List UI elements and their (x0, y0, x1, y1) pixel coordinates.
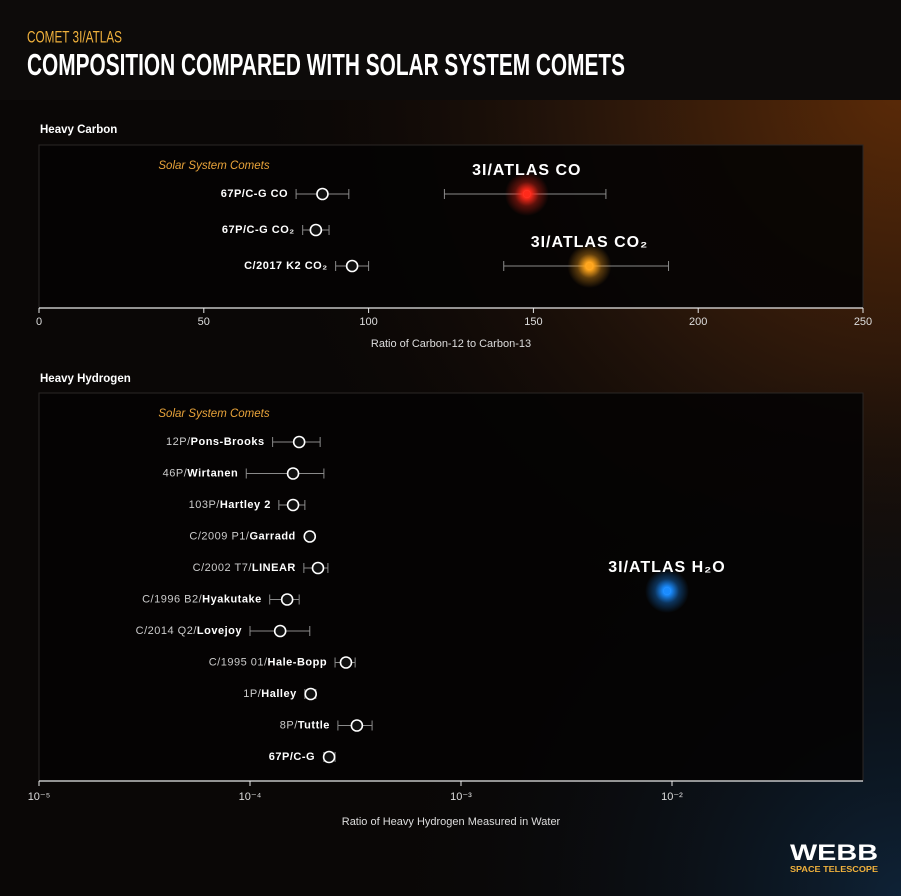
x-tick-label: 10⁻³ (450, 791, 472, 803)
point-label: 46P/Wirtanen (163, 467, 239, 479)
designation: C/2014 Q2/ (136, 625, 198, 637)
designation: 46P/ (163, 467, 188, 479)
comet-name: Wirtanen (187, 467, 238, 479)
point-label: 67P/C-G CO₂ (222, 224, 295, 236)
data-point (304, 687, 318, 701)
legend-group: Solar System Comets (158, 408, 269, 420)
header-band (0, 0, 901, 100)
x-tick-label: 0 (36, 316, 42, 328)
x-tick-label: 10⁻⁵ (28, 791, 51, 803)
designation: C/2002 T7/ (193, 562, 253, 574)
point-label: C/2002 T7/LINEAR (193, 562, 296, 574)
panel-title: Heavy Carbon (40, 124, 117, 136)
data-point (585, 262, 593, 270)
legend-group: Solar System Comets (158, 160, 269, 172)
comet-name: Hartley 2 (220, 499, 271, 511)
data-point (292, 435, 306, 449)
data-point (523, 190, 531, 198)
point-label: 8P/Tuttle (280, 719, 330, 731)
data-point (663, 587, 671, 595)
data-point (286, 467, 300, 480)
plot-area (38, 392, 864, 782)
data-point (286, 498, 300, 512)
comet-name: Garradd (249, 530, 295, 542)
x-tick-label: 200 (689, 316, 707, 328)
plot-area (38, 144, 864, 309)
comet-name: Hale-Bopp (268, 656, 328, 668)
data-point (339, 656, 353, 669)
designation: C/2009 P1/ (189, 530, 249, 542)
data-point (316, 187, 329, 201)
point-label: C/2014 Q2/Lovejoy (136, 625, 243, 637)
logo: WEBB (790, 840, 878, 865)
x-axis-label: Ratio of Heavy Hydrogen Measured in Wate… (342, 816, 561, 828)
comet-name: LINEAR (252, 562, 296, 574)
logo-subtitle: SPACE TELESCOPE (790, 865, 879, 874)
data-point (303, 530, 317, 543)
x-tick-label: 150 (524, 316, 542, 328)
x-tick-label: 50 (198, 316, 210, 328)
x-tick-label: 10⁻² (661, 791, 683, 803)
error-bar (245, 468, 325, 479)
data-point (309, 223, 323, 237)
data-point (345, 259, 359, 273)
data-point (322, 750, 336, 764)
designation: 1P/ (243, 688, 261, 700)
x-tick-label: 250 (854, 316, 872, 328)
data-point (311, 561, 325, 575)
designation: 8P/ (280, 719, 298, 731)
designation: 103P/ (189, 499, 221, 511)
point-label: C/2009 P1/Garradd (189, 530, 295, 542)
point-label: C/1995 01/Hale-Bopp (209, 656, 327, 668)
comet-name: Halley (261, 688, 297, 700)
x-axis-label: Ratio of Carbon-12 to Carbon-13 (371, 338, 531, 350)
designation: 12P/ (166, 436, 191, 448)
designation: C/1995 01/ (209, 656, 268, 668)
x-tick-label: 100 (359, 316, 377, 328)
designation: C/1996 B2/ (142, 593, 202, 605)
kicker: COMET 3I/ATLAS (27, 27, 122, 46)
comet-name: Pons-Brooks (191, 436, 265, 448)
data-point (280, 593, 294, 606)
data-point (273, 624, 287, 638)
point-label: 67P/C-G CO (221, 188, 288, 200)
point-label: C/2017 K2 CO₂ (244, 260, 328, 272)
highlight-label: 3I/ATLAS CO₂ (531, 234, 648, 251)
comet-name: Tuttle (298, 719, 330, 731)
point-label: 103P/Hartley 2 (189, 499, 271, 511)
highlight-label: 3I/ATLAS CO (472, 162, 581, 179)
point-label: 12P/Pons-Brooks (166, 436, 265, 448)
comet-name: Hyakutake (202, 593, 262, 605)
title: COMPOSITION COMPARED WITH SOLAR SYSTEM C… (27, 47, 625, 82)
comet-name: 67P/C-G (269, 751, 315, 763)
data-point (350, 719, 364, 732)
highlight-label: 3I/ATLAS H₂O (608, 559, 725, 576)
point-label: 67P/C-G (269, 751, 315, 763)
panel-title: Heavy Hydrogen (40, 373, 131, 385)
point-label: 1P/Halley (243, 688, 297, 700)
comet-name: Lovejoy (197, 625, 242, 637)
x-tick-label: 10⁻⁴ (239, 791, 262, 803)
point-label: C/1996 B2/Hyakutake (142, 593, 262, 605)
